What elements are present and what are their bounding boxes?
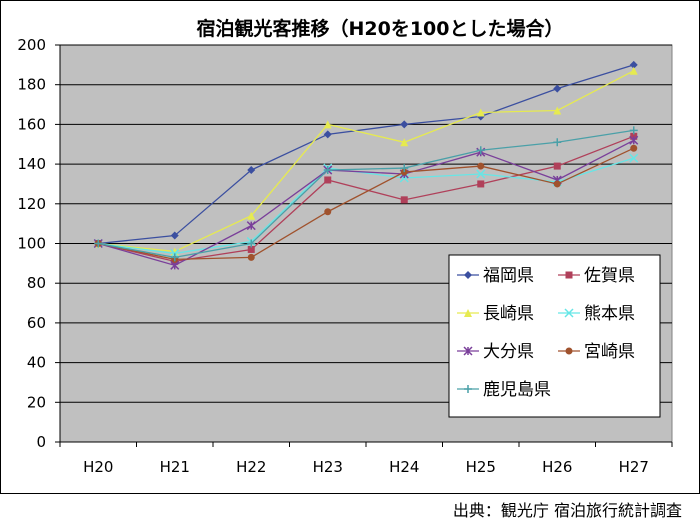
legend-item: 福岡県 [457, 266, 534, 286]
series-line [98, 64, 634, 245]
x-tick-label: H24 [389, 458, 419, 476]
legend-label: 長崎県 [483, 304, 534, 324]
data-point [476, 108, 485, 117]
data-point [629, 126, 638, 135]
data-point [476, 146, 485, 155]
data-point [553, 162, 561, 170]
data-point [553, 106, 562, 115]
legend-item: 鹿児島県 [457, 380, 551, 400]
x-tick-label: H27 [619, 458, 649, 476]
y-tick-label: 20 [27, 393, 46, 411]
x-tick-label: H26 [542, 458, 572, 476]
legend-item: 長崎県 [457, 304, 534, 324]
y-tick-label: 180 [17, 76, 46, 94]
series-6 [94, 126, 638, 262]
data-point [170, 253, 179, 262]
data-point [476, 169, 486, 179]
legend-item: 佐賀県 [558, 266, 635, 286]
legend-label: 福岡県 [483, 266, 534, 286]
series-lines [93, 60, 639, 270]
data-point [94, 239, 103, 248]
legend-item: 熊本県 [558, 304, 635, 324]
series-line [98, 70, 635, 253]
x-tick-label: H22 [236, 458, 266, 476]
data-point [629, 153, 639, 163]
data-point [247, 211, 256, 220]
x-tick-label: H23 [313, 458, 343, 476]
legend-box [448, 254, 661, 418]
legend-label: 佐賀県 [584, 266, 635, 286]
source-note: 出典：観光庁 宿泊旅行統計調査 [452, 501, 682, 520]
legend-label: 大分県 [483, 342, 534, 362]
y-tick-label: 140 [17, 155, 46, 173]
legend-marker [464, 309, 472, 317]
data-point [170, 231, 179, 240]
series-line [98, 147, 635, 261]
data-point [400, 196, 408, 204]
legend-marker [464, 271, 472, 279]
legend-marker [565, 347, 573, 355]
x-axis-ticks: H20 H21 H22 H23 H24 H25 H26 H27 [59, 442, 673, 476]
legend-marker [564, 308, 574, 318]
data-point [247, 239, 256, 248]
data-point [247, 166, 256, 175]
y-tick-label: 80 [27, 274, 46, 292]
y-axis-ticks: 0 20 40 60 80 100 120 140 160 180 200 [17, 36, 672, 451]
legend-label: 熊本県 [584, 304, 635, 324]
x-tick-label: H25 [466, 458, 496, 476]
data-point [323, 166, 332, 175]
data-point [400, 120, 409, 129]
data-point [553, 180, 561, 188]
x-tick-label: H21 [160, 458, 190, 476]
y-tick-label: 160 [17, 115, 46, 133]
data-point [477, 162, 485, 170]
data-point [630, 144, 638, 152]
data-point [247, 245, 255, 253]
data-point [400, 138, 409, 147]
y-tick-label: 40 [27, 354, 46, 372]
series-5 [94, 144, 638, 263]
data-point [553, 84, 562, 93]
data-point [324, 176, 332, 184]
data-point [553, 138, 562, 147]
data-point [477, 180, 485, 188]
legend-marker [464, 385, 472, 393]
data-point [324, 208, 332, 216]
y-tick-label: 200 [17, 36, 46, 54]
data-point [246, 221, 256, 231]
x-tick-label: H20 [83, 458, 113, 476]
data-point [323, 120, 332, 129]
chart-title: 宿泊観光客推移（H20を100とした場合） [196, 17, 563, 40]
data-point [323, 130, 332, 139]
y-tick-label: 100 [17, 235, 46, 253]
y-tick-label: 120 [17, 195, 46, 213]
legend-label: 宮崎県 [584, 342, 635, 362]
y-tick-label: 0 [36, 433, 46, 451]
series-line [98, 129, 634, 259]
data-point [629, 66, 638, 75]
legend-marker [565, 271, 573, 279]
legend-item: 宮崎県 [558, 342, 635, 362]
y-tick-label: 60 [27, 314, 46, 332]
data-point [629, 135, 639, 145]
data-point [629, 60, 638, 69]
legend-item: 大分県 [457, 342, 534, 362]
legend-marker [463, 346, 473, 356]
data-point [400, 164, 409, 173]
data-point [247, 253, 255, 261]
legend-label: 鹿児島県 [483, 380, 551, 400]
